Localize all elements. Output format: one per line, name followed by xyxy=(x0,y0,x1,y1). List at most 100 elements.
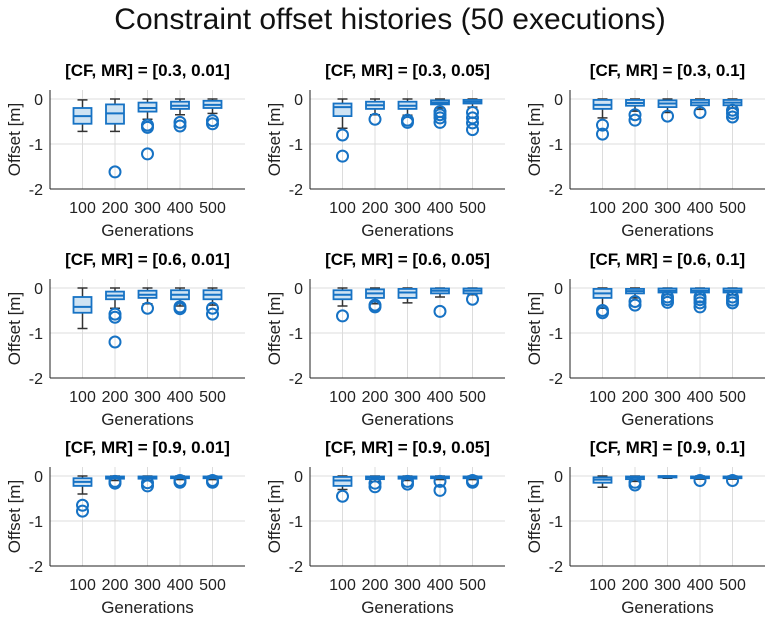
outlier-point xyxy=(336,489,349,503)
subplot-title: [CF, MR] = [0.3, 0.05] xyxy=(325,61,490,80)
outlier-point xyxy=(108,476,122,490)
x-tick-label: 300 xyxy=(134,200,161,217)
x-tick-label: 500 xyxy=(719,389,746,406)
box-group xyxy=(72,99,93,133)
outlier-point xyxy=(726,474,739,487)
x-tick-label: 300 xyxy=(394,577,421,594)
box-group xyxy=(365,98,385,126)
y-axis-label: Offset [m] xyxy=(525,480,544,553)
outlier-point xyxy=(108,165,122,179)
y-tick-label: 0 xyxy=(34,281,43,298)
subplot-title: [CF, MR] = [0.6, 0.05] xyxy=(325,250,490,269)
outlier-point xyxy=(206,117,219,131)
subplot-title: [CF, MR] = [0.3, 0.1] xyxy=(590,61,745,80)
box-group xyxy=(72,475,93,518)
x-tick-label: 200 xyxy=(362,200,389,217)
outlier-point xyxy=(206,301,219,315)
box-group xyxy=(397,287,418,304)
box-group xyxy=(105,98,125,179)
box-group xyxy=(592,287,613,320)
outlier-point xyxy=(628,295,642,308)
y-tick-label: 0 xyxy=(294,92,303,109)
x-tick-label: 300 xyxy=(654,200,681,217)
box-group xyxy=(657,475,678,479)
box-group xyxy=(105,287,125,349)
x-tick-label: 500 xyxy=(199,389,226,406)
x-axis-label: Generations xyxy=(621,410,714,429)
outlier-point xyxy=(726,296,739,310)
y-axis-label: Offset [m] xyxy=(5,480,24,553)
outlier-point xyxy=(433,483,447,497)
x-tick-label: 500 xyxy=(719,200,746,217)
x-axis-label: Generations xyxy=(101,598,194,617)
y-axis-label: Offset [m] xyxy=(265,103,284,176)
y-tick-label: -2 xyxy=(29,182,43,199)
outlier-point xyxy=(173,302,187,316)
outlier-point xyxy=(628,108,642,122)
subplot: -2 -1 0 100 200 300 400 500 [CF, MR] = [0.3, 0.0… xyxy=(265,61,505,240)
y-tick-label: -2 xyxy=(29,559,43,576)
outlier-point xyxy=(466,123,479,137)
x-tick-label: 100 xyxy=(69,389,96,406)
outlier-point xyxy=(108,335,122,349)
x-tick-label: 200 xyxy=(622,577,649,594)
x-tick-label: 300 xyxy=(134,389,161,406)
x-tick-label: 400 xyxy=(427,577,454,594)
y-tick-label: -1 xyxy=(29,514,43,531)
x-axis-label: Generations xyxy=(101,410,194,429)
x-tick-label: 500 xyxy=(199,200,226,217)
box-group xyxy=(592,98,613,141)
x-tick-label: 400 xyxy=(687,577,714,594)
outlier-point xyxy=(693,106,707,119)
y-axis-label: Offset [m] xyxy=(265,480,284,553)
x-tick-label: 300 xyxy=(654,389,681,406)
x-tick-label: 100 xyxy=(589,200,616,217)
outlier-point xyxy=(596,127,609,141)
outlier-point xyxy=(433,304,447,318)
x-tick-label: 200 xyxy=(102,577,129,594)
x-axis-label: Generations xyxy=(621,221,714,240)
y-tick-label: 0 xyxy=(34,92,43,109)
outlier-point xyxy=(433,474,447,488)
box-group xyxy=(170,98,190,133)
box-group xyxy=(657,98,678,123)
figure-title: Constraint offset histories (50 executio… xyxy=(114,3,665,36)
x-tick-label: 200 xyxy=(102,389,129,406)
box-group xyxy=(625,98,645,127)
outlier-point xyxy=(336,149,349,163)
subplot: -2 -1 0 100 200 300 400 500 [CF, MR] = [0.9, 0.0… xyxy=(265,438,505,617)
subplot-grid: -2 -1 0 100 200 300 400 500 [CF, MR] = [0.3, 0.0… xyxy=(5,61,765,617)
box-group xyxy=(137,98,158,161)
x-tick-label: 400 xyxy=(427,389,454,406)
x-tick-label: 300 xyxy=(394,200,421,217)
outlier-point xyxy=(661,109,674,123)
outlier-point xyxy=(628,298,642,312)
outlier-point xyxy=(628,478,642,492)
outlier-point xyxy=(141,301,154,315)
x-tick-label: 500 xyxy=(719,577,746,594)
subplot-title: [CF, MR] = [0.9, 0.05] xyxy=(325,438,490,457)
box-group xyxy=(722,474,743,487)
x-tick-label: 100 xyxy=(329,577,356,594)
outlier-point xyxy=(206,307,219,321)
x-axis-label: Generations xyxy=(361,598,454,617)
x-axis-label: Generations xyxy=(621,598,714,617)
box-group xyxy=(462,287,483,306)
x-axis-label: Generations xyxy=(361,221,454,240)
outlier-point xyxy=(661,295,674,309)
x-tick-label: 400 xyxy=(687,200,714,217)
x-tick-label: 100 xyxy=(589,577,616,594)
box-group xyxy=(365,475,385,494)
x-axis-label: Generations xyxy=(361,410,454,429)
x-tick-label: 300 xyxy=(394,389,421,406)
box-group xyxy=(722,98,743,124)
subplot: -2 -1 0 100 200 300 400 500 [CF, MR] = [0.6, 0.0… xyxy=(265,250,505,429)
outlier-point xyxy=(726,106,739,120)
outlier-point xyxy=(628,113,642,127)
y-tick-label: -2 xyxy=(289,182,303,199)
outlier-point xyxy=(76,504,89,518)
outlier-point xyxy=(596,118,609,132)
box-group xyxy=(332,475,353,503)
outlier-point xyxy=(336,309,349,323)
x-tick-label: 400 xyxy=(687,389,714,406)
